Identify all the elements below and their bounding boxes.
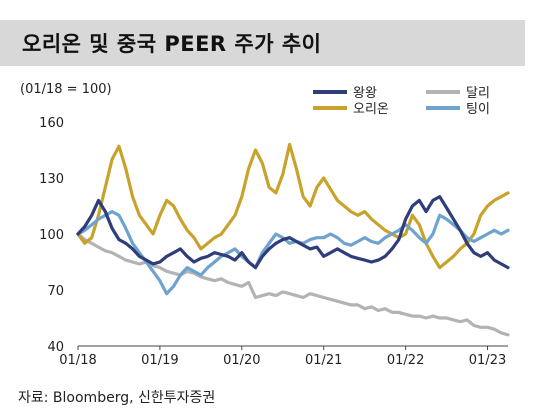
x-tick-label: 01/21 bbox=[305, 353, 342, 368]
legend-label: 왕왕 bbox=[353, 86, 377, 101]
legend-label: 달리 bbox=[466, 86, 490, 101]
legend-label: 오리온 bbox=[353, 102, 389, 117]
y-tick-label: 100 bbox=[39, 228, 64, 243]
title-bar bbox=[0, 20, 525, 66]
legend-label: 팅이 bbox=[466, 102, 490, 117]
y-tick-label: 70 bbox=[47, 284, 64, 299]
y-tick-label: 40 bbox=[47, 340, 64, 355]
x-tick-label: 01/19 bbox=[141, 353, 178, 368]
series-line-3 bbox=[76, 142, 510, 270]
source-note: 자료: Bloomberg, 신한투자증권 bbox=[18, 390, 216, 406]
y-tick-label: 130 bbox=[39, 172, 64, 187]
x-tick-label: 01/22 bbox=[387, 353, 424, 368]
x-tick-label: 01/18 bbox=[59, 353, 96, 368]
chart-subtitle: (01/18 = 100) bbox=[20, 82, 112, 97]
y-tick-label: 160 bbox=[39, 116, 64, 131]
series-line-2 bbox=[76, 232, 510, 337]
x-tick-label: 01/23 bbox=[469, 353, 506, 368]
x-tick-label: 01/20 bbox=[223, 353, 260, 368]
series-line-1 bbox=[76, 195, 510, 270]
series-line-4 bbox=[76, 210, 510, 296]
chart-title: 오리온 및 중국 PEER 주가 추이 bbox=[22, 32, 322, 56]
